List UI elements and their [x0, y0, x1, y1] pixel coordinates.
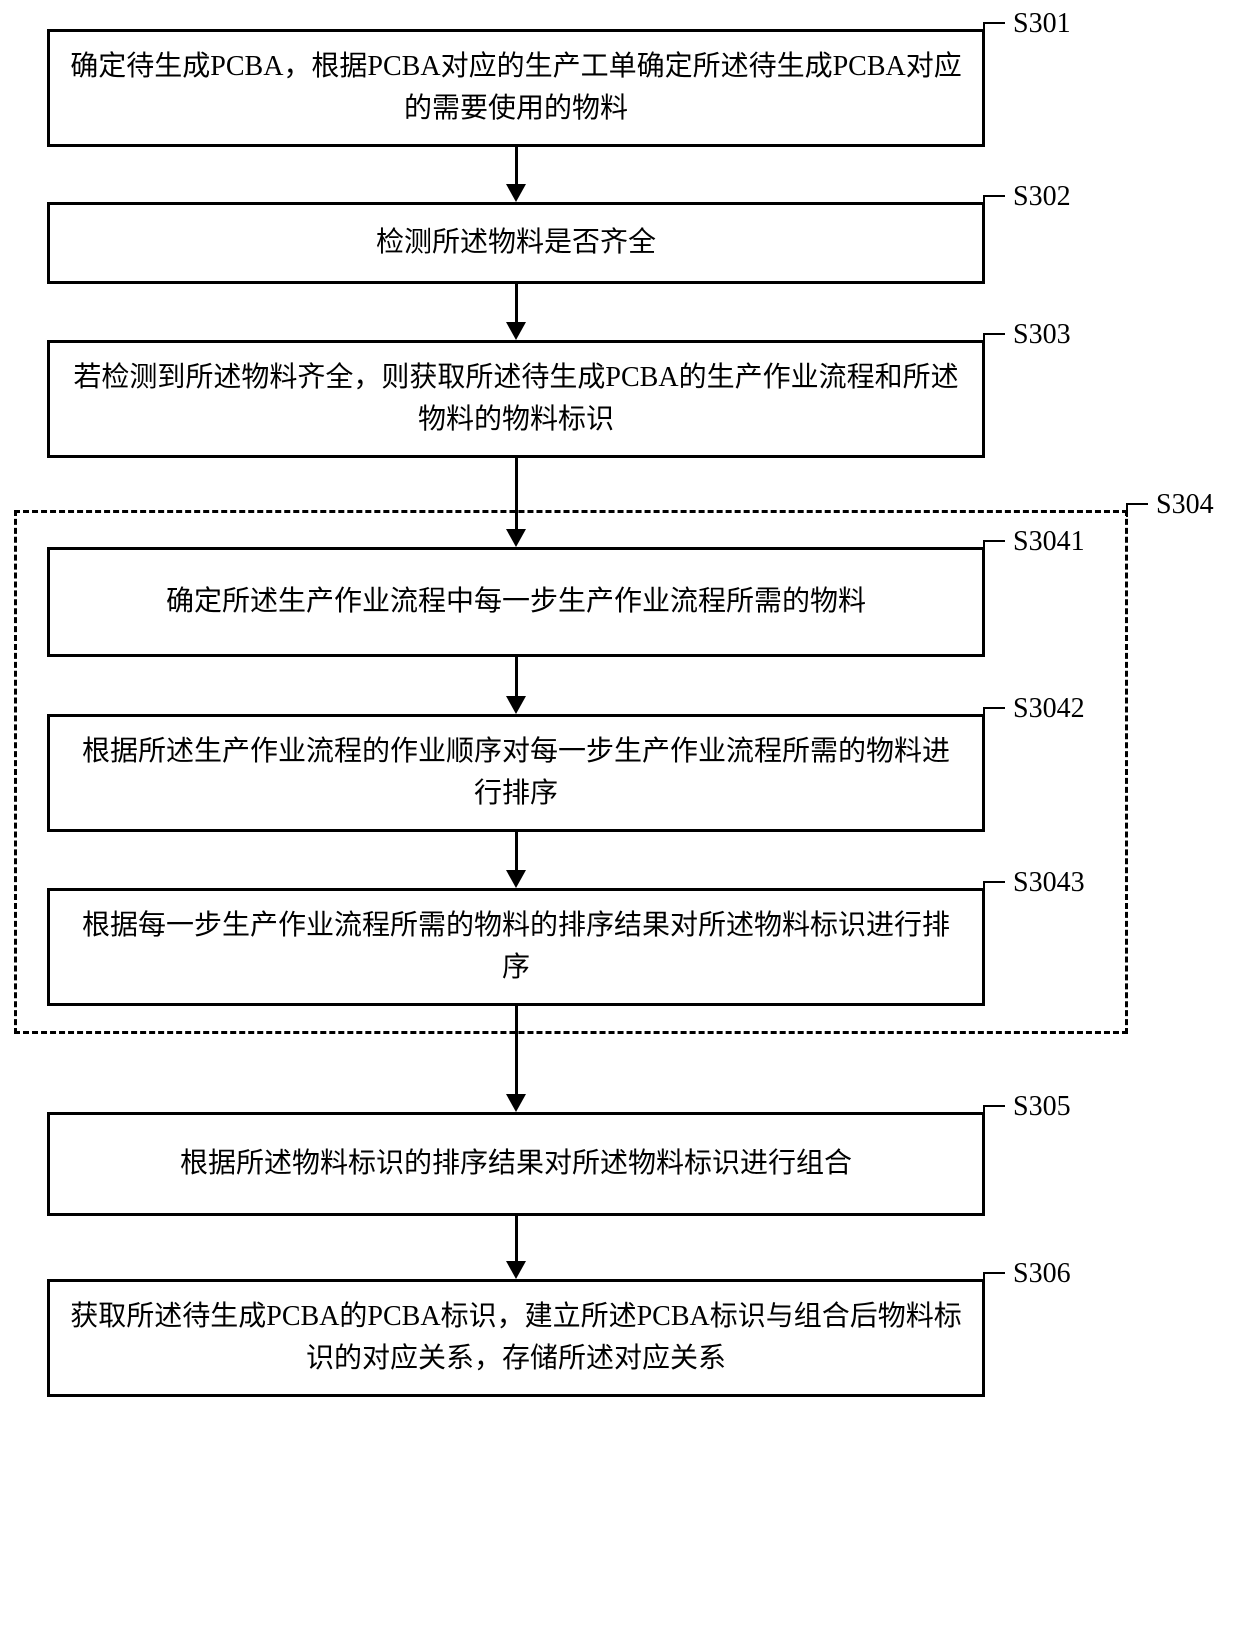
leader-s304 [1126, 503, 1148, 517]
arrow-head-icon [506, 529, 526, 547]
step-s302-text: 检测所述物料是否齐全 [376, 222, 656, 264]
label-s301: S301 [1013, 8, 1071, 40]
label-s304: S304 [1156, 489, 1214, 521]
arrow-head-icon [506, 1094, 526, 1112]
step-s3041-text: 确定所述生产作业流程中每一步生产作业流程所需的物料 [166, 581, 866, 623]
step-s3042-text: 根据所述生产作业流程的作业顺序对每一步生产作业流程所需的物料进行排序 [70, 731, 962, 815]
step-s302: 检测所述物料是否齐全 [47, 202, 985, 284]
arrow-line [515, 1216, 518, 1261]
step-s303-text: 若检测到所述物料齐全，则获取所述待生成PCBA的生产作业流程和所述物料的物料标识 [70, 357, 962, 441]
step-s301-text: 确定待生成PCBA，根据PCBA对应的生产工单确定所述待生成PCBA对应的需要使… [70, 46, 962, 130]
leader-s306 [983, 1272, 1005, 1286]
label-s3042: S3042 [1013, 693, 1085, 725]
leader-s303 [983, 333, 1005, 347]
label-s3041: S3041 [1013, 526, 1085, 558]
step-s3043-text: 根据每一步生产作业流程所需的物料的排序结果对所述物料标识进行排序 [70, 905, 962, 989]
step-s301: 确定待生成PCBA，根据PCBA对应的生产工单确定所述待生成PCBA对应的需要使… [47, 29, 985, 147]
label-s302: S302 [1013, 181, 1071, 213]
step-s306: 获取所述待生成PCBA的PCBA标识，建立所述PCBA标识与组合后物料标识的对应… [47, 1279, 985, 1397]
step-s3042: 根据所述生产作业流程的作业顺序对每一步生产作业流程所需的物料进行排序 [47, 714, 985, 832]
flowchart-canvas: S304 确定待生成PCBA，根据PCBA对应的生产工单确定所述待生成PCBA对… [0, 0, 1240, 1645]
leader-s3042 [983, 707, 1005, 721]
label-s306: S306 [1013, 1258, 1071, 1290]
step-s305-text: 根据所述物料标识的排序结果对所述物料标识进行组合 [180, 1143, 852, 1185]
label-s303: S303 [1013, 319, 1071, 351]
arrow-head-icon [506, 1261, 526, 1279]
arrow-line [515, 284, 518, 322]
label-s305: S305 [1013, 1091, 1071, 1123]
step-s3041: 确定所述生产作业流程中每一步生产作业流程所需的物料 [47, 547, 985, 657]
step-s306-text: 获取所述待生成PCBA的PCBA标识，建立所述PCBA标识与组合后物料标识的对应… [70, 1296, 962, 1380]
leader-s301 [983, 22, 1005, 36]
leader-s3041 [983, 540, 1005, 554]
step-s305: 根据所述物料标识的排序结果对所述物料标识进行组合 [47, 1112, 985, 1216]
arrow-line [515, 832, 518, 870]
step-s303: 若检测到所述物料齐全，则获取所述待生成PCBA的生产作业流程和所述物料的物料标识 [47, 340, 985, 458]
arrow-head-icon [506, 870, 526, 888]
arrow-line [515, 458, 518, 529]
leader-s305 [983, 1105, 1005, 1119]
step-s3043: 根据每一步生产作业流程所需的物料的排序结果对所述物料标识进行排序 [47, 888, 985, 1006]
arrow-head-icon [506, 184, 526, 202]
arrow-line [515, 1006, 518, 1094]
arrow-line [515, 147, 518, 184]
leader-s3043 [983, 881, 1005, 895]
arrow-line [515, 657, 518, 696]
arrow-head-icon [506, 322, 526, 340]
arrow-head-icon [506, 696, 526, 714]
label-s3043: S3043 [1013, 867, 1085, 899]
leader-s302 [983, 195, 1005, 209]
